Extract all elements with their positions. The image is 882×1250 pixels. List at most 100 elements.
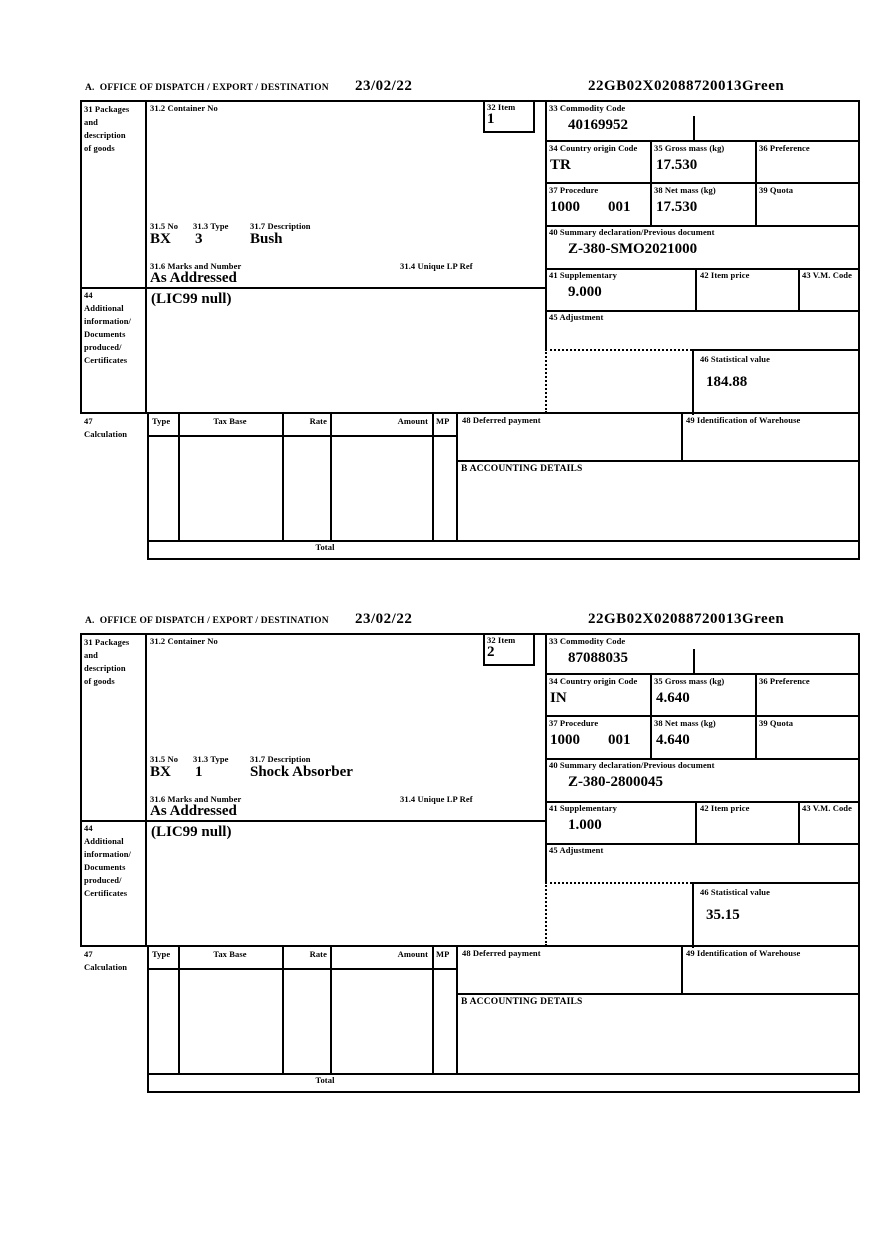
statistical-value: 184.88 bbox=[706, 374, 748, 390]
package-type-value: 3 bbox=[195, 231, 203, 247]
package-no-label: 31.5 No bbox=[150, 754, 179, 764]
adjustment-label: 45 Adjustment bbox=[549, 845, 604, 855]
warehouse-id-label: 49 Identification of Warehouse bbox=[686, 415, 801, 425]
additional-info-label: Documents bbox=[84, 329, 126, 339]
gross-mass-value: 17.530 bbox=[656, 157, 698, 173]
calculation-label: Calculation bbox=[84, 429, 128, 439]
description-label: 31.7 Description bbox=[250, 754, 311, 764]
routing-status: Green bbox=[742, 611, 785, 627]
border-line bbox=[545, 673, 858, 675]
procedure-label: 37 Procedure bbox=[549, 718, 599, 728]
supplementary-label: 41 Supplementary bbox=[549, 803, 617, 813]
border-line bbox=[80, 633, 860, 635]
supplementary-value: 9.000 bbox=[568, 284, 602, 300]
commodity-code-label: 33 Commodity Code bbox=[549, 636, 626, 646]
additional-info-label: produced/ bbox=[84, 342, 122, 352]
item-number-value: 2 bbox=[487, 644, 495, 660]
additional-info-label: information/ bbox=[84, 316, 132, 326]
border-line bbox=[545, 801, 858, 803]
border-line bbox=[755, 715, 757, 758]
total-label: Total bbox=[315, 542, 335, 552]
package-type-label: 31.3 Type bbox=[193, 754, 229, 764]
border-line bbox=[80, 287, 547, 289]
calc-col-tax-base: Tax Base bbox=[213, 949, 247, 959]
marks-and-number-label: 31.6 Marks and Number bbox=[150, 261, 242, 271]
country-origin-label: 34 Country origin Code bbox=[549, 143, 638, 153]
commodity-code-value: 40169952 bbox=[568, 117, 628, 133]
calc-col-mp: MP bbox=[436, 949, 450, 959]
procedure-value-2: 001 bbox=[608, 199, 631, 215]
package-no-label: 31.5 No bbox=[150, 221, 179, 231]
quota-label: 39 Quota bbox=[759, 718, 794, 728]
calc-col-type: Type bbox=[152, 416, 171, 426]
calc-col-rate: Rate bbox=[309, 416, 327, 426]
previous-document-value: Z-380-2800045 bbox=[568, 774, 663, 790]
item-price-label: 42 Item price bbox=[700, 270, 750, 280]
border-line bbox=[456, 993, 860, 995]
gross-mass-value: 4.640 bbox=[656, 690, 690, 706]
dotted-border-line bbox=[545, 349, 549, 413]
border-line bbox=[147, 1091, 860, 1093]
dotted-border-line bbox=[545, 882, 692, 886]
border-line bbox=[545, 715, 858, 717]
border-line bbox=[755, 673, 757, 715]
packages-label: and bbox=[84, 650, 99, 660]
description-value: Shock Absorber bbox=[250, 764, 353, 780]
container-no-label: 31.2 Container No bbox=[150, 636, 218, 646]
net-mass-value: 17.530 bbox=[656, 199, 698, 215]
border-line bbox=[545, 182, 858, 184]
border-line bbox=[456, 460, 860, 462]
package-type-value: 1 bbox=[195, 764, 203, 780]
commodity-code-separator bbox=[693, 116, 695, 140]
border-line bbox=[650, 182, 652, 225]
border-line bbox=[147, 540, 149, 560]
dispatch-date: 23/02/22 bbox=[355, 611, 413, 627]
border-line bbox=[798, 801, 800, 843]
border-line bbox=[681, 412, 683, 460]
additional-info-value: (LIC99 null) bbox=[151, 824, 232, 840]
additional-info-label: Certificates bbox=[84, 355, 128, 365]
unique-lp-ref-label: 31.4 Unique LP Ref bbox=[400, 794, 473, 804]
procedure-label: 37 Procedure bbox=[549, 185, 599, 195]
gross-mass-label: 35 Gross mass (kg) bbox=[654, 676, 725, 686]
border-line bbox=[545, 140, 858, 142]
additional-info-value: (LIC99 null) bbox=[151, 291, 232, 307]
description-label: 31.7 Description bbox=[250, 221, 311, 231]
marks-and-number-value: As Addressed bbox=[150, 803, 237, 819]
office-of-dispatch-label: A. OFFICE OF DISPATCH / EXPORT / DESTINA… bbox=[85, 616, 329, 626]
calc-col-rate: Rate bbox=[309, 949, 327, 959]
net-mass-label: 38 Net mass (kg) bbox=[654, 718, 716, 728]
commodity-code-value: 87088035 bbox=[568, 650, 628, 666]
packages-label: and bbox=[84, 117, 99, 127]
supplementary-label: 41 Supplementary bbox=[549, 270, 617, 280]
country-origin-label: 34 Country origin Code bbox=[549, 676, 638, 686]
packages-label: of goods bbox=[84, 676, 115, 686]
additional-info-label: Certificates bbox=[84, 888, 128, 898]
border-line bbox=[858, 633, 860, 1093]
container-no-label: 31.2 Container No bbox=[150, 103, 218, 113]
preference-label: 36 Preference bbox=[759, 143, 810, 153]
border-line bbox=[681, 945, 683, 993]
previous-document-label: 40 Summary declaration/Previous document bbox=[549, 227, 715, 237]
item-price-label: 42 Item price bbox=[700, 803, 750, 813]
border-line bbox=[755, 140, 757, 182]
border-line bbox=[147, 435, 458, 437]
gross-mass-label: 35 Gross mass (kg) bbox=[654, 143, 725, 153]
border-line bbox=[755, 182, 757, 225]
marks-and-number-label: 31.6 Marks and Number bbox=[150, 794, 242, 804]
deferred-payment-label: 48 Deferred payment bbox=[462, 415, 541, 425]
calculation-label: Calculation bbox=[84, 962, 128, 972]
border-line bbox=[650, 140, 652, 182]
border-line bbox=[432, 412, 434, 540]
border-line bbox=[330, 412, 332, 540]
border-line bbox=[80, 820, 547, 822]
item-number-box bbox=[483, 633, 535, 666]
border-line bbox=[545, 758, 858, 760]
entry-reference: 22GB02X02088720013 bbox=[588, 78, 743, 94]
deferred-payment-label: 48 Deferred payment bbox=[462, 948, 541, 958]
border-line bbox=[80, 945, 860, 947]
border-line bbox=[330, 945, 332, 1073]
package-no-value: BX bbox=[150, 231, 171, 247]
country-origin-value: IN bbox=[550, 690, 567, 706]
